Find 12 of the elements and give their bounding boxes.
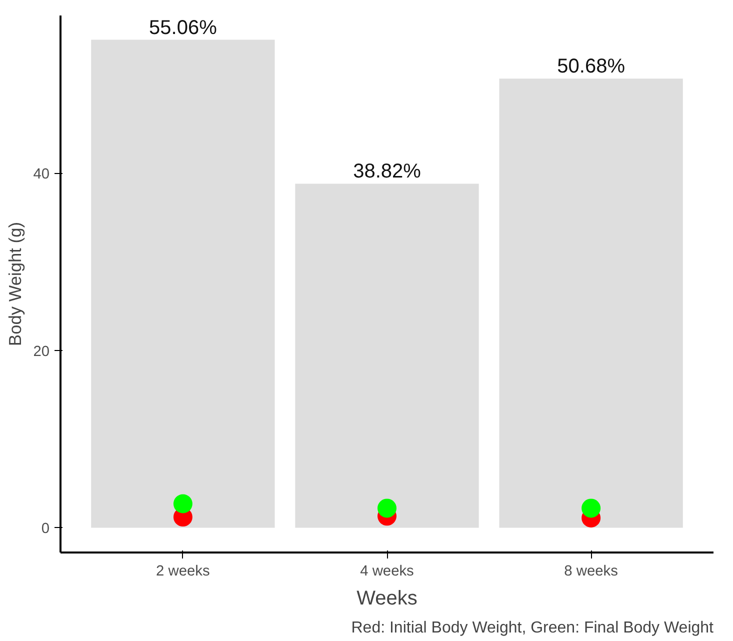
text: Red: Initial Body Weight, Green: Final Body Weight <box>351 620 714 636</box>
y-tick-label: 40 <box>33 166 50 183</box>
x-tick-label: 4 weeks <box>360 564 414 580</box>
data-label: 50.68% <box>557 56 626 78</box>
x-tick-label: 8 weeks <box>564 564 618 580</box>
x-axis-title: Weeks <box>356 588 418 610</box>
x-tick-label: 2 weeks <box>156 564 210 580</box>
data-label: 38.82% <box>353 160 422 183</box>
y-tick-label: 20 <box>33 344 50 360</box>
data-label: 55.06% <box>149 16 218 39</box>
y-axis-title: Body Weight (g) <box>5 222 26 346</box>
y-tick-label: 0 <box>41 521 50 538</box>
